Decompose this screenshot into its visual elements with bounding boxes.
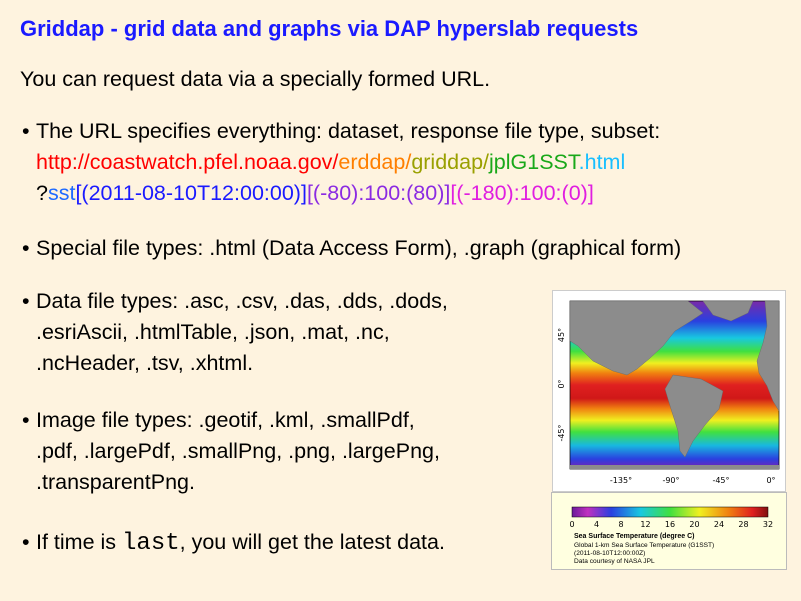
url-base: http://coastwatch.pfel.noaa.gov/: [36, 150, 339, 174]
intro-text: You can request data via a specially for…: [20, 67, 491, 91]
url-var: sst: [47, 181, 76, 205]
legend-tick: 20: [689, 520, 699, 529]
legend-tick: 24: [714, 520, 724, 529]
legend-tick: 0: [569, 520, 574, 529]
url-bullet-text: The URL specifies everything: dataset, r…: [36, 119, 661, 143]
legend-tick: 4: [594, 520, 599, 529]
legend-tick: 32: [763, 520, 773, 529]
sst-map-svg: 45° 0° -45° -135° -90° -45° 0°: [557, 300, 780, 485]
legend-credit: Data courtesy of NASA JPL: [574, 558, 655, 565]
example-url-line2[interactable]: ?sst[(2011-08-10T12:00:00)][(-80):100:(8…: [22, 178, 660, 209]
legend-tick: 28: [738, 520, 748, 529]
bullet-dot: •: [22, 119, 30, 143]
land-africa-europe: [756, 300, 780, 412]
map-x-tick: -90°: [662, 476, 679, 485]
image-file-types-line3: .transparentPng.: [36, 470, 195, 494]
slide-title: Griddap - grid data and graphs via DAP h…: [20, 16, 639, 41]
legend-tick: 12: [640, 520, 650, 529]
map-y-tick: -45°: [557, 424, 566, 441]
legend-tick: 8: [618, 520, 623, 529]
bullet-dot: •: [22, 408, 30, 432]
url-dim-lat-stop: 80: [413, 181, 438, 205]
url-griddap: griddap/: [411, 150, 490, 174]
url-dim-lat-mid: ):100:(: [351, 181, 414, 205]
url-erddap: erddap/: [338, 150, 412, 174]
bullet-dot: •: [22, 289, 30, 313]
map-y-tick: 45°: [557, 328, 566, 342]
map-x-tick: 0°: [766, 476, 775, 485]
legend-dataset: Global 1-km Sea Surface Temperature (G1S…: [574, 542, 715, 549]
image-file-types-bullet: • Image file types: .geotif, .kml, .small…: [22, 405, 440, 498]
bullet-dot: •: [22, 530, 30, 554]
map-x-tick: -135°: [610, 476, 632, 485]
image-file-types-line2: .pdf, .largePdf, .smallPng, .png, .large…: [36, 439, 440, 463]
url-dim-lon-stop: 0: [568, 181, 581, 205]
url-dim-time: [(2011-08-10T12:00:00)]: [75, 181, 307, 205]
example-url-line1[interactable]: http://coastwatch.pfel.noaa.gov/erddap/g…: [22, 147, 660, 178]
land-south-america: [664, 374, 724, 458]
land-greenland: [702, 300, 754, 322]
url-dim-lon-open: [(: [450, 181, 464, 205]
data-file-types-line1: Data file types: .asc, .csv, .das, .dds,…: [36, 289, 448, 313]
image-file-types-line1: Image file types: .geotif, .kml, .smallP…: [36, 408, 415, 432]
url-dim-lon-close: )]: [580, 181, 594, 205]
url-dim-lon-start: -180: [463, 181, 507, 205]
url-bullet: • The URL specifies everything: dataset, …: [22, 116, 660, 209]
special-file-types-bullet: • Special file types: .html (Data Access …: [22, 233, 681, 264]
url-dataset: jplG1SST: [489, 150, 579, 174]
url-dim-lon-mid: ):100:(: [506, 181, 569, 205]
time-last-before: If time is: [36, 530, 123, 554]
data-file-types-bullet: • Data file types: .asc, .csv, .das, .dds…: [22, 286, 448, 379]
legend-title: Sea Surface Temperature (degree C): [574, 533, 695, 540]
legend-tick: 16: [665, 520, 675, 529]
legend-colorbar: [571, 506, 769, 518]
time-last-bullet: • If time is last, you will get the lates…: [22, 527, 445, 559]
url-dim-lat-close: )]: [437, 181, 451, 205]
legend-ticks: 0 4 8 12 16 20 24 28 32: [569, 520, 773, 529]
map-x-ticks: -135° -90° -45° 0°: [610, 476, 776, 485]
special-file-types-text: Special file types: .html (Data Access F…: [36, 236, 682, 260]
map-y-tick: 0°: [557, 379, 566, 388]
legend-colorbar-svg: 0 4 8 12 16 20 24 28 32: [569, 506, 773, 529]
url-question: ?: [36, 181, 48, 205]
url-dim-lat-open: [(: [306, 181, 321, 205]
land-antarctica: [570, 465, 779, 469]
map-y-ticks: 45° 0° -45°: [557, 328, 566, 442]
time-last-after: , you will get the latest data.: [179, 530, 445, 554]
time-last-code: last: [122, 530, 180, 557]
sst-legend: 0 4 8 12 16 20 24 28 32 Sea Surface Temp…: [551, 492, 787, 570]
data-file-types-line2: .esriAscii, .htmlTable, .json, .mat, .nc…: [36, 320, 390, 344]
bullet-dot: •: [22, 236, 30, 260]
data-file-types-line3: .ncHeader, .tsv, .xhtml.: [36, 351, 254, 375]
sst-map-image: 45° 0° -45° -135° -90° -45° 0°: [552, 290, 786, 492]
map-x-tick: -45°: [712, 476, 729, 485]
url-ext: .html: [578, 150, 626, 174]
land-north-america: [569, 300, 704, 376]
legend-time: (2011-08-10T12:00:00Z): [574, 550, 646, 557]
url-dim-lat-start: -80: [320, 181, 352, 205]
